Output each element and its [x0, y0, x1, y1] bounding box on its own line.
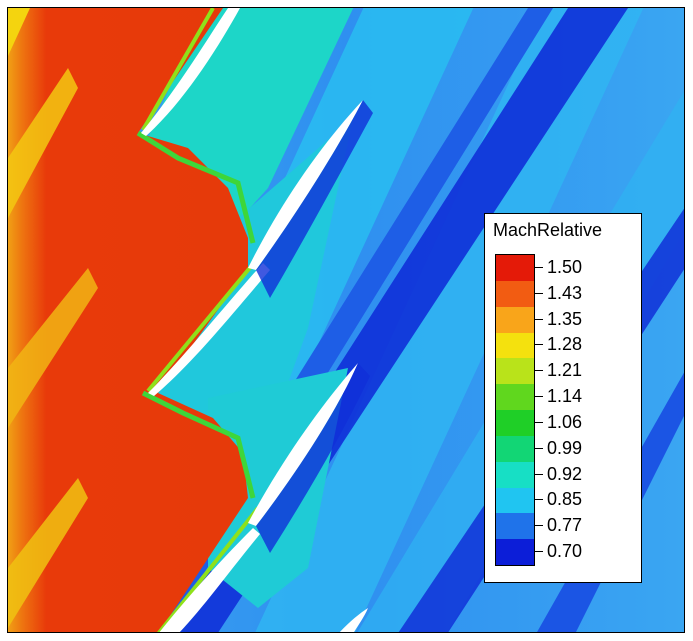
- legend-level-label: 1.43: [547, 282, 583, 303]
- legend-tick: [535, 421, 543, 423]
- legend-swatch: [496, 332, 534, 359]
- legend-tick: [535, 396, 543, 398]
- legend-level-label: 1.14: [547, 386, 583, 407]
- legend-level-label: 1.21: [547, 360, 583, 381]
- legend-level-label: 0.85: [547, 489, 583, 510]
- legend-title: MachRelative: [493, 220, 603, 240]
- legend-swatch: [496, 306, 534, 333]
- legend-swatch: [496, 280, 534, 308]
- mach-contour-field: [8, 8, 684, 632]
- legend-swatch: [496, 410, 534, 437]
- legend-level-label: 1.50: [547, 256, 583, 277]
- legend-tick: [535, 344, 543, 346]
- legend-tick: [535, 499, 543, 501]
- legend-tick: [535, 473, 543, 475]
- legend-tick: [535, 292, 543, 294]
- legend-swatch: [496, 255, 534, 282]
- legend-tick: [535, 551, 543, 553]
- legend-tick: [535, 370, 543, 372]
- legend-level-label: 0.99: [547, 437, 583, 458]
- legend-tick: [535, 447, 543, 449]
- legend-level-label: 0.70: [547, 541, 583, 562]
- legend-tick: [535, 318, 543, 320]
- legend-swatch: [496, 461, 534, 488]
- color-legend: MachRelative 1.50 1.43 1.35 1.28 1.21 1.14 1.0…: [484, 213, 642, 583]
- legend-level-label: 0.92: [547, 463, 583, 484]
- legend-swatch: [496, 487, 534, 514]
- legend-swatch: [496, 513, 534, 540]
- legend-tick: [535, 525, 543, 527]
- contour-plot: [7, 7, 685, 633]
- legend-level-label: 1.28: [547, 334, 583, 355]
- legend-color-bar: [495, 254, 535, 566]
- legend-tick: [535, 266, 543, 268]
- legend-swatch: [496, 435, 534, 463]
- legend-level-label: 1.35: [547, 308, 583, 329]
- legend-swatch: [496, 384, 534, 411]
- legend-swatch: [496, 358, 534, 385]
- legend-swatch: [496, 539, 534, 566]
- legend-level-label: 1.06: [547, 411, 583, 432]
- legend-level-label: 0.77: [547, 515, 583, 536]
